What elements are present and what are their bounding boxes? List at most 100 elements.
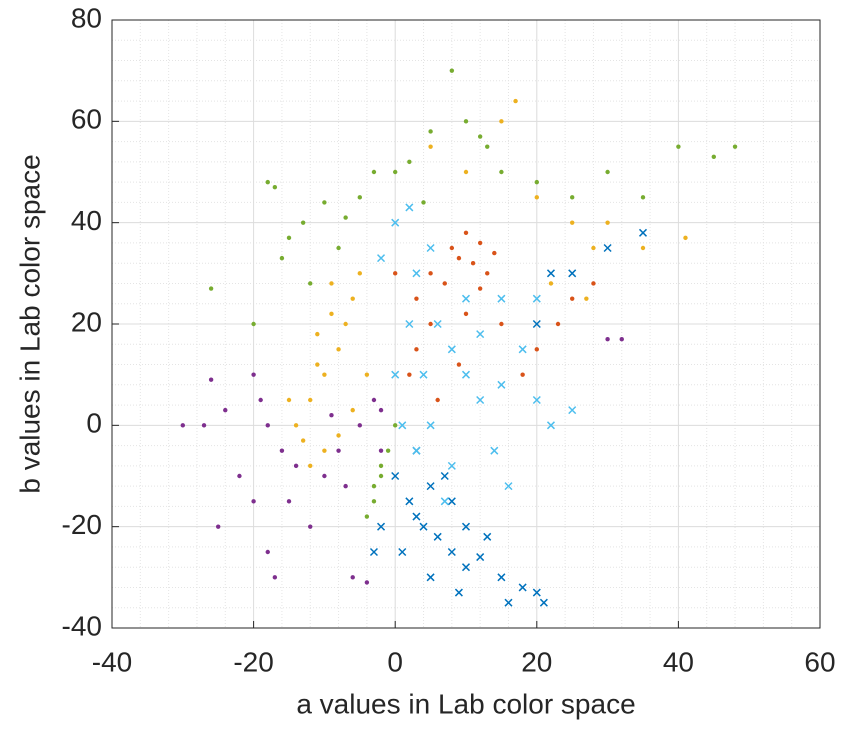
point [539,598,548,607]
point [591,281,596,286]
point [378,407,384,413]
point [412,512,421,521]
point [456,255,462,261]
point [499,321,504,327]
point [315,362,320,367]
point [440,471,449,481]
point [258,397,263,403]
point [336,448,341,453]
point [371,397,377,403]
point [584,296,589,301]
point [315,331,320,337]
point [449,245,455,251]
plot-frame [111,19,821,629]
point [272,185,278,190]
point [463,169,469,175]
point [322,200,327,205]
point [428,129,433,134]
point [546,421,555,430]
y-tick-label: 0 [86,408,102,439]
point [497,294,506,303]
x-tick-label: 0 [387,646,403,677]
point [461,294,471,303]
point [476,553,485,562]
point [329,413,334,418]
point [350,407,355,413]
point [426,573,435,582]
point [518,583,527,592]
point [463,230,469,235]
point [364,514,370,519]
point [357,271,362,276]
point [265,179,270,185]
point [216,524,221,529]
point [499,119,504,124]
point [251,372,256,377]
point [377,522,386,531]
point [412,446,421,455]
point [513,98,518,104]
point [371,169,377,175]
point [322,372,327,377]
point [497,380,506,389]
point [532,319,541,329]
point [461,522,471,531]
point [568,406,577,415]
point [546,269,555,278]
point [201,423,207,428]
point [490,446,499,455]
point [570,220,575,225]
point [350,296,355,301]
point [426,243,435,253]
point [433,319,442,329]
point [398,421,407,430]
point [322,473,327,479]
point [456,362,462,367]
point [407,372,412,377]
point [279,255,285,261]
point [329,311,334,317]
point [732,144,738,149]
point [492,250,497,256]
point [605,337,610,342]
x-tick-label: 40 [663,646,694,677]
point [208,377,214,382]
point [449,68,455,73]
point [518,345,527,354]
point [426,482,435,491]
point [251,321,256,327]
point [485,271,490,276]
point [711,154,716,159]
point [300,220,306,225]
point [532,588,541,597]
point [568,269,577,278]
point [483,532,492,541]
point [428,321,433,327]
point [497,573,506,582]
point [357,195,362,200]
y-tick-label: -40 [62,610,102,641]
point [393,169,398,175]
point [180,423,185,428]
point [286,235,292,241]
point [308,463,313,469]
point [640,245,646,251]
point [447,345,456,354]
point [485,144,490,149]
point [293,423,299,428]
point [532,395,541,405]
point [329,281,334,286]
point [570,195,575,200]
point [419,370,428,379]
point [428,144,433,149]
point [308,281,313,286]
point [265,423,270,428]
point [336,245,341,251]
point [414,296,419,301]
x-tick-label: -20 [233,646,273,677]
point [454,588,463,597]
point [414,347,419,352]
point [463,311,469,317]
point [447,547,456,557]
point [470,261,476,266]
